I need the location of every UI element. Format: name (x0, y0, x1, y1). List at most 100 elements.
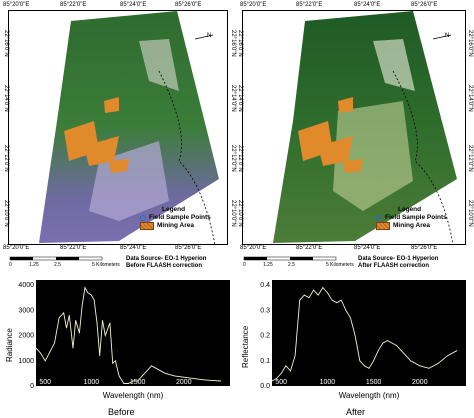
data-point (405, 355, 407, 357)
after-satellite-image: N (273, 11, 457, 244)
y-axis-label: Reflectance (241, 325, 250, 368)
top-coord: 85°26'0"E (411, 2, 438, 8)
data-point (437, 362, 439, 364)
data-point (290, 370, 291, 372)
x-tick-label: 1000 (84, 379, 100, 386)
data-point (327, 292, 328, 294)
data-point (280, 372, 282, 374)
bare-area (333, 101, 413, 211)
data-point (87, 292, 89, 294)
data-point (396, 345, 398, 347)
data-point (44, 360, 46, 362)
data-point (137, 380, 139, 382)
data-point (410, 360, 411, 362)
data-point (419, 365, 421, 367)
data-point (294, 355, 296, 357)
data-point (132, 380, 134, 382)
plot-area (36, 280, 230, 386)
data-point (141, 375, 143, 377)
data-point (313, 289, 314, 291)
left-coord: 22°14'0"N (3, 85, 9, 112)
mining-area (104, 97, 119, 113)
data-point (336, 302, 338, 304)
data-point (373, 360, 375, 362)
after-spectrum-panel: Reflectance 500 1000 1500 2000 0.0 0.1 0.2 0.3 0… (236, 276, 474, 418)
data-point (322, 287, 324, 288)
data-point (201, 379, 203, 381)
sample-point-icon (376, 215, 382, 221)
x-tick-label: 1500 (366, 379, 382, 386)
data-point (345, 309, 347, 311)
data-point (68, 314, 70, 316)
data-point (40, 352, 42, 354)
data-point (387, 340, 388, 341)
data-point (72, 347, 74, 349)
legend-label: Field Sample Points (385, 214, 447, 221)
data-point (79, 332, 80, 334)
spectrum-series-line (271, 286, 458, 382)
sample-point-icon (140, 215, 146, 221)
y-tick-label: 0.0 (260, 383, 270, 390)
scale-label: 1.25 (29, 262, 39, 268)
data-point (317, 294, 319, 296)
source-line: Data Source- EO-1 Hyperion (358, 256, 439, 262)
scale-label: 2.5 (54, 262, 61, 268)
data-point (66, 327, 67, 329)
legend-label: Mining Area (157, 222, 194, 229)
data-point (359, 360, 361, 362)
data-point (81, 304, 83, 306)
mining-area-icon (140, 222, 154, 230)
source-line: Data Source- EO-1 Hyperion (126, 256, 207, 262)
bare-area (373, 39, 415, 91)
y-tick-label: 0.3 (260, 307, 270, 314)
data-source: Data Source- EO-1 Hyperion After FLAASH … (358, 256, 438, 270)
y-tick-label: 0 (30, 383, 34, 390)
data-point (164, 372, 166, 374)
before-spectrum-panel: Radiance 500 1000 1500 2000 0 1000 2000 3000 400… (0, 276, 236, 418)
data-point (340, 299, 342, 301)
data-point (155, 367, 157, 369)
spectrum-series-line (35, 286, 221, 384)
mining-area (109, 159, 129, 173)
data-point (299, 299, 301, 301)
left-coord: 22°16'0"N (3, 30, 9, 57)
data-point (96, 322, 98, 324)
x-axis-label: Wavelength (nm) (339, 391, 400, 400)
x-tick-label: 1500 (130, 379, 146, 386)
top-coord: 85°22'0"E (296, 2, 323, 8)
bottom-coord: 85°22'0"E (296, 245, 323, 251)
data-point (271, 380, 273, 382)
bottom-coord: 85°20'0"E (3, 245, 30, 251)
bottom-coord: 85°24'0"E (354, 245, 381, 251)
scale-bar (243, 256, 337, 261)
legend-title: Legend (398, 206, 422, 213)
mining-area (84, 136, 119, 166)
left-coord: 22°16'0"N (237, 30, 243, 57)
bottom-coord: 85°26'0"E (411, 245, 438, 251)
y-tick-label: 2000 (18, 333, 34, 340)
y-tick-label: 0.1 (260, 358, 270, 365)
top-coord: 85°26'0"E (175, 2, 202, 8)
mining-area-icon (376, 222, 390, 230)
map-legend: Legend Field Sample Points Mining Area (140, 206, 211, 230)
data-point (63, 312, 65, 314)
right-coord: 22°12'0"N (467, 145, 473, 172)
left-coord: 22°14'0"N (237, 85, 243, 112)
y-tick-label: 0.2 (260, 333, 270, 340)
top-coord: 85°20'0"E (3, 2, 30, 8)
scale-label: 5 Kilometers (326, 262, 354, 268)
right-coord: 22°16'0"N (467, 30, 473, 57)
north-arrow-line (194, 34, 214, 40)
mining-area (318, 136, 353, 166)
data-point (211, 380, 212, 381)
data-point (308, 297, 310, 299)
top-coord: 85°24'0"E (120, 2, 147, 8)
after-map-image: N (242, 10, 466, 245)
data-point (400, 350, 402, 352)
right-coord: 22°14'0"N (467, 85, 473, 112)
data-point (99, 355, 101, 357)
x-tick-label: 2000 (176, 379, 192, 386)
data-point (35, 347, 37, 349)
leader-line (158, 70, 216, 244)
bottom-coord: 85°22'0"E (60, 245, 87, 251)
